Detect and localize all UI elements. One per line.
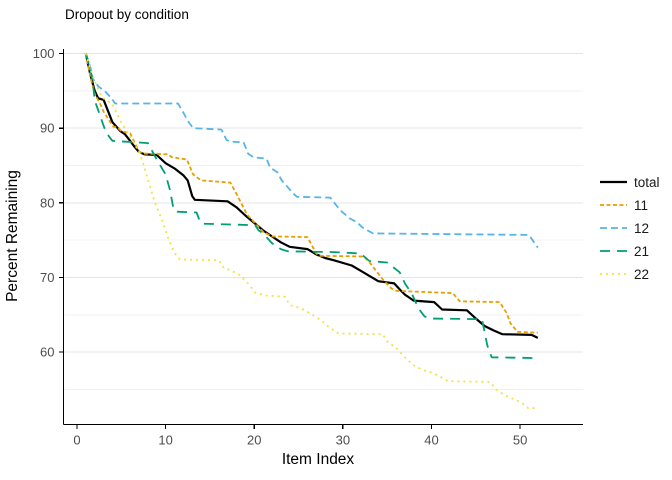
axes	[59, 49, 583, 429]
legend-item-11: 11	[600, 198, 648, 213]
legend-label-12: 12	[634, 221, 649, 236]
x-tick-label-30: 30	[336, 433, 350, 448]
legend-label-11: 11	[634, 198, 648, 213]
legend-label-total: total	[634, 175, 660, 190]
series-line-12	[84, 53, 539, 249]
x-tick-label-50: 50	[513, 433, 527, 448]
y-tick-label-100: 100	[33, 46, 55, 61]
y-tick-label-70: 70	[40, 270, 54, 285]
series-line-22	[84, 53, 538, 410]
tick-labels: 60 70 80 90 100 0 10 20 30 40 50	[33, 46, 528, 448]
legend-item-22: 22	[600, 267, 649, 282]
legend-item-12: 12	[600, 221, 649, 236]
y-tick-label-90: 90	[40, 121, 54, 136]
y-tick-label-80: 80	[40, 195, 54, 210]
x-tick-label-40: 40	[424, 433, 438, 448]
legend-label-22: 22	[634, 267, 649, 282]
chart-title: Dropout by condition	[65, 7, 189, 22]
x-tick-label-20: 20	[247, 433, 261, 448]
x-tick-label-0: 0	[73, 433, 80, 448]
legend-item-total: total	[600, 175, 660, 190]
legend: total 11 12 21 22	[600, 175, 660, 282]
series-lines	[84, 53, 539, 410]
series-line-11	[84, 53, 538, 334]
legend-item-21: 21	[600, 244, 649, 259]
series-line-21	[84, 53, 538, 359]
gridlines	[64, 52, 583, 390]
x-axis-title: Item Index	[282, 451, 355, 468]
y-axis-title: Percent Remaining	[4, 170, 21, 302]
x-tick-label-10: 10	[158, 433, 172, 448]
series-line-total	[84, 53, 539, 339]
y-tick-label-60: 60	[40, 345, 54, 360]
legend-label-21: 21	[634, 244, 649, 259]
